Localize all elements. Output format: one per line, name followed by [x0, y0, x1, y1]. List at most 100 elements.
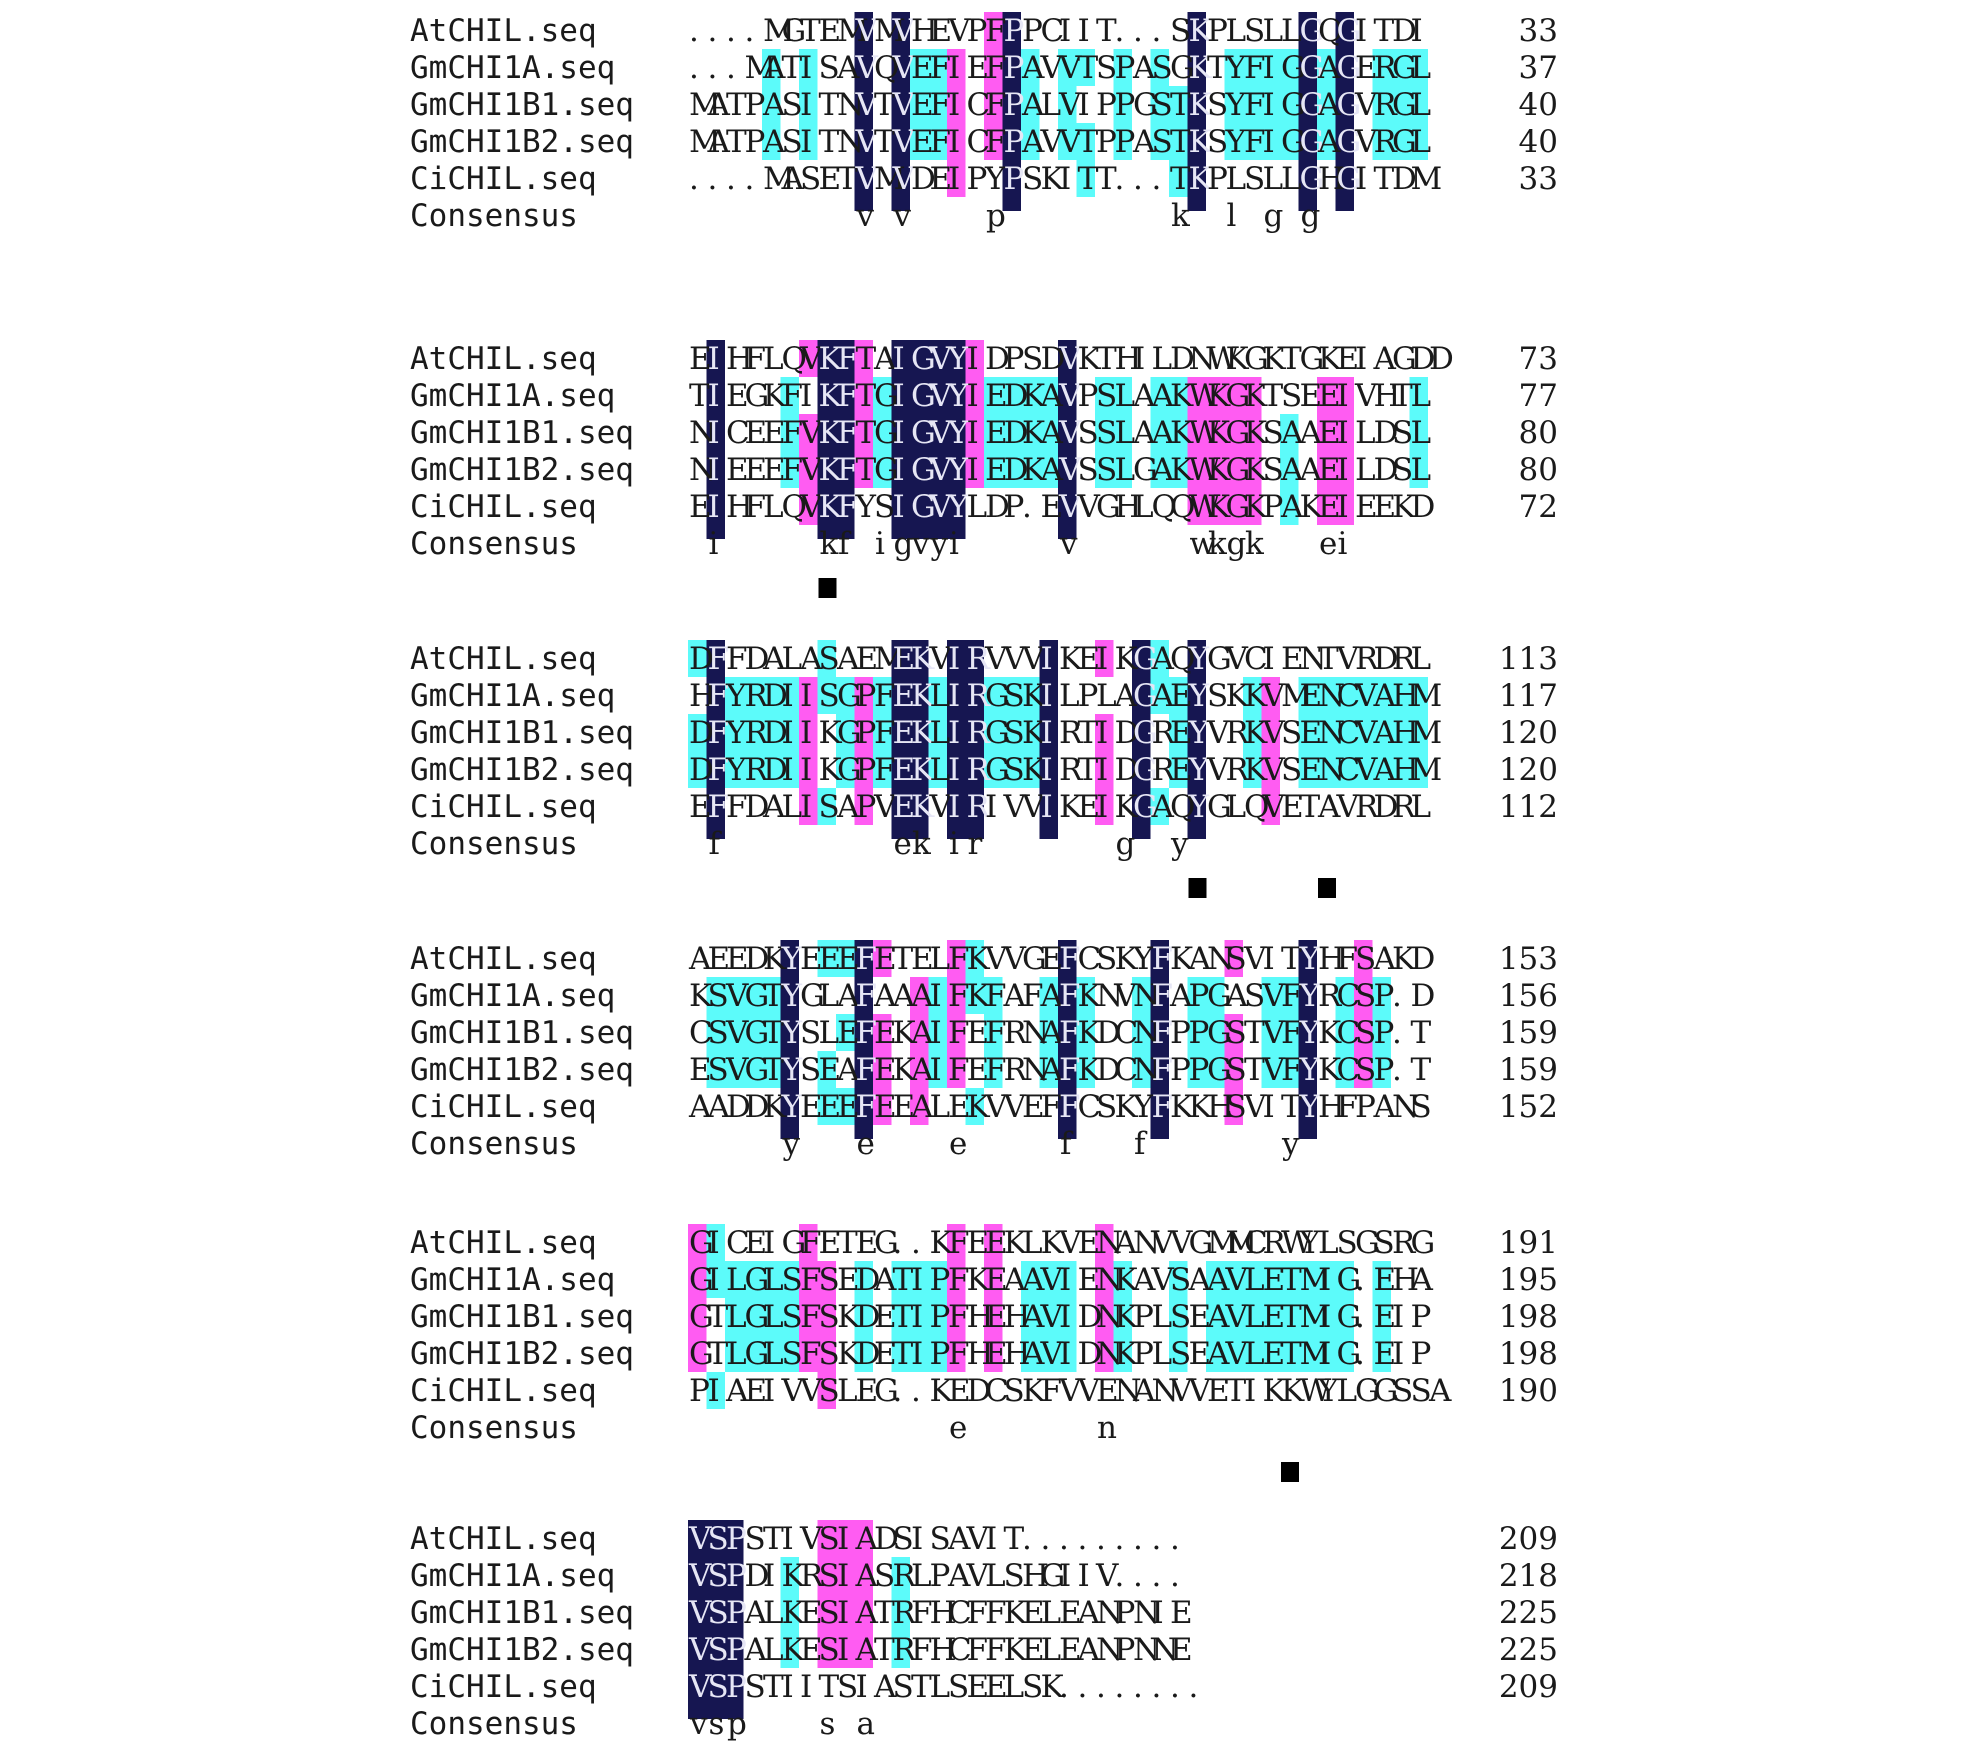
residue-shade	[1076, 1051, 1095, 1088]
consensus-sequence: vsp s a	[689, 1706, 875, 1742]
sequence-name: GmCHI1B2.seq	[410, 752, 634, 788]
residue-shade	[1169, 451, 1188, 488]
residue-shade	[1150, 86, 1169, 123]
residue-shade	[910, 49, 929, 86]
alignment-block: AtCHIL.seq DFFDALASAEMEKVI RVVVI KEI KGAQYGV…	[410, 640, 1558, 898]
residue-count: 117	[1499, 678, 1558, 714]
residue-count: 80	[1519, 452, 1558, 488]
residue-shade	[1317, 1298, 1336, 1335]
residue-shade	[762, 714, 781, 751]
residue-shade	[1280, 977, 1299, 1014]
residue-shade	[1335, 197, 1354, 211]
sequence-name: GmCHI1B1.seq	[410, 1015, 634, 1051]
residue-shade	[984, 1261, 1003, 1298]
residue-count: 225	[1499, 1632, 1558, 1668]
residue-shade	[1095, 714, 1114, 751]
residue-shade	[743, 714, 762, 751]
consensus-label: Consensus	[410, 826, 578, 862]
residue-shade	[1039, 977, 1058, 1014]
residue-shade	[1354, 714, 1373, 751]
residue-shade	[1095, 788, 1114, 825]
residue-shade	[1409, 123, 1428, 160]
residue-shade	[817, 488, 836, 525]
residue-shade	[1298, 1261, 1317, 1298]
residue-shade	[762, 677, 781, 714]
residue-shade	[1409, 677, 1428, 714]
residue-shade	[965, 377, 984, 414]
residue-shade	[910, 1298, 929, 1335]
residue-shade	[1298, 197, 1317, 211]
residue-count: 159	[1499, 1015, 1558, 1051]
residue-shade	[780, 751, 799, 788]
residue-shade	[836, 1557, 855, 1594]
residue-shade	[799, 751, 818, 788]
residue-shade	[1039, 751, 1058, 788]
residue-shade	[1039, 1014, 1058, 1051]
residue-shade	[836, 525, 855, 539]
residue-shade	[706, 377, 725, 414]
residue-count: 80	[1519, 415, 1558, 451]
residue-shade	[706, 414, 725, 451]
residue-shade	[910, 451, 929, 488]
residue-shade	[1243, 1298, 1262, 1335]
residue-shade	[1335, 1014, 1354, 1051]
residue-shade	[780, 1557, 799, 1594]
residue-shade	[1280, 123, 1299, 160]
residue-shade	[947, 414, 966, 451]
residue-shade	[1058, 525, 1077, 539]
residue-shade	[725, 1298, 744, 1335]
residue-shade	[1243, 488, 1262, 525]
sequence-residues: EFFDALI SAPVEKVI RI VVI KEI KGAQYGLQVETAVRDRL	[689, 789, 1431, 825]
residue-shade	[1335, 86, 1354, 123]
residue-shade	[965, 751, 984, 788]
consensus-sequence: f ek i r g y	[709, 826, 1190, 862]
residue-shade	[1002, 714, 1021, 751]
residue-shade	[1298, 12, 1317, 49]
residue-shade	[1150, 1014, 1169, 1051]
residue-shade	[1187, 160, 1206, 197]
residue-shade	[1206, 1014, 1225, 1051]
sequence-name: GmCHI1B1.seq	[410, 415, 634, 451]
residue-shade	[1354, 751, 1373, 788]
residue-shade	[1169, 1261, 1188, 1298]
residue-shade	[1021, 714, 1040, 751]
residue-shade	[984, 123, 1003, 160]
residue-count: 77	[1519, 378, 1558, 414]
residue-shade	[725, 1668, 744, 1705]
residue-shade	[1132, 825, 1151, 839]
residue-shade	[1095, 640, 1114, 677]
residue-shade	[891, 451, 910, 488]
residue-shade	[1298, 677, 1317, 714]
residue-shade	[836, 1594, 855, 1631]
residue-shade	[854, 714, 873, 751]
residue-shade	[706, 1705, 725, 1719]
residue-shade	[1280, 1014, 1299, 1051]
residue-shade	[928, 977, 947, 1014]
residue-shade	[854, 451, 873, 488]
residue-shade	[1113, 451, 1132, 488]
residue-shade	[1354, 677, 1373, 714]
residue-shade	[947, 977, 966, 1014]
residue-shade	[1132, 977, 1151, 1014]
residue-shade	[1187, 86, 1206, 123]
residue-shade	[854, 1557, 873, 1594]
residue-shade	[706, 1224, 725, 1261]
sequence-name: GmCHI1A.seq	[410, 978, 615, 1014]
residue-shade	[910, 751, 929, 788]
residue-shade	[1187, 12, 1206, 49]
residue-shade	[1206, 414, 1225, 451]
residue-shade	[1002, 751, 1021, 788]
residue-shade	[1372, 677, 1391, 714]
residue-shade	[854, 788, 873, 825]
residue-shade	[1132, 677, 1151, 714]
residue-shade	[706, 1631, 725, 1668]
residue-shade	[854, 1261, 873, 1298]
residue-shade	[836, 1014, 855, 1051]
residue-shade	[984, 977, 1003, 1014]
residue-shade	[1206, 488, 1225, 525]
residue-shade	[1039, 825, 1058, 839]
residue-shade	[836, 451, 855, 488]
residue-shade	[1298, 1125, 1317, 1139]
